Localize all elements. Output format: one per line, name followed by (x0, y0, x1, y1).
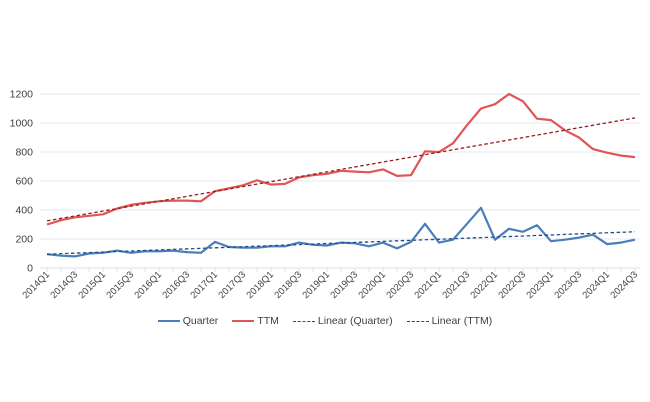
x-tick-label: 2017Q1 (188, 269, 220, 301)
gridlines (40, 93, 640, 240)
y-tick-label: 800 (15, 147, 33, 159)
legend-label-ttm: TTM (257, 315, 279, 327)
x-tick-label: 2016Q1 (132, 269, 164, 301)
x-axis: 2014Q12014Q32015Q12015Q32016Q12016Q32017… (20, 267, 640, 301)
x-tick-label: 2014Q3 (48, 269, 80, 301)
y-tick-label: 1000 (10, 118, 34, 130)
x-tick-label: 2019Q3 (328, 269, 360, 301)
legend-label-quarter: Quarter (182, 315, 219, 327)
legend: Quarter TTM Linear (Quarter) Linear (TTM… (0, 315, 650, 327)
trendline-linear-quarter (46, 231, 636, 255)
x-tick-label: 2016Q3 (160, 269, 192, 301)
x-tick-label: 2022Q3 (496, 269, 528, 301)
y-tick-label: 1200 (10, 89, 34, 101)
x-tick-label: 2023Q3 (552, 269, 584, 301)
x-tick-label: 2022Q1 (468, 269, 500, 301)
y-tick-label: 0 (27, 263, 33, 275)
series-line-ttm (46, 92, 636, 226)
trendline-linear-ttm (46, 117, 636, 222)
x-tick-label: 2018Q1 (244, 269, 276, 301)
x-tick-label: 2019Q1 (300, 269, 332, 301)
legend-swatch-linear-quarter (292, 320, 315, 322)
y-tick-label: 200 (15, 234, 33, 246)
legend-swatch-quarter (157, 320, 180, 322)
x-tick-label: 2018Q3 (272, 269, 304, 301)
x-tick-label: 2021Q1 (412, 269, 444, 301)
y-tick-label: 600 (15, 176, 33, 188)
legend-item-linear-quarter: Linear (Quarter) (292, 315, 393, 327)
legend-item-linear-ttm: Linear (TTM) (406, 315, 493, 327)
x-tick-label: 2015Q1 (76, 269, 108, 301)
y-axis: 0 200 400 600 800 1000 1200 (10, 89, 34, 275)
legend-swatch-ttm (232, 320, 255, 322)
x-tick-label: 2014Q1 (20, 269, 52, 301)
y-tick-label: 400 (15, 205, 33, 217)
legend-label-linear-ttm: Linear (TTM) (431, 315, 493, 327)
x-tick-label: 2021Q3 (440, 269, 472, 301)
line-chart: 0 200 400 600 800 1000 1200 2014Q12014Q32015Q1… (10, 89, 640, 302)
x-tick-label: 2020Q1 (356, 269, 388, 301)
legend-item-ttm: TTM (232, 315, 279, 327)
x-tick-label: 2024Q1 (580, 269, 612, 301)
legend-swatch-linear-ttm (406, 320, 429, 322)
x-tick-label: 2023Q1 (524, 269, 556, 301)
series-line-quarter (46, 206, 636, 258)
plot-area (46, 92, 636, 258)
x-tick-label: 2015Q3 (104, 269, 136, 301)
x-tick-label: 2017Q3 (216, 269, 248, 301)
legend-item-quarter: Quarter (157, 315, 219, 327)
legend-label-linear-quarter: Linear (Quarter) (317, 315, 393, 327)
x-tick-label: 2024Q3 (608, 269, 640, 301)
x-tick-label: 2020Q3 (384, 269, 416, 301)
